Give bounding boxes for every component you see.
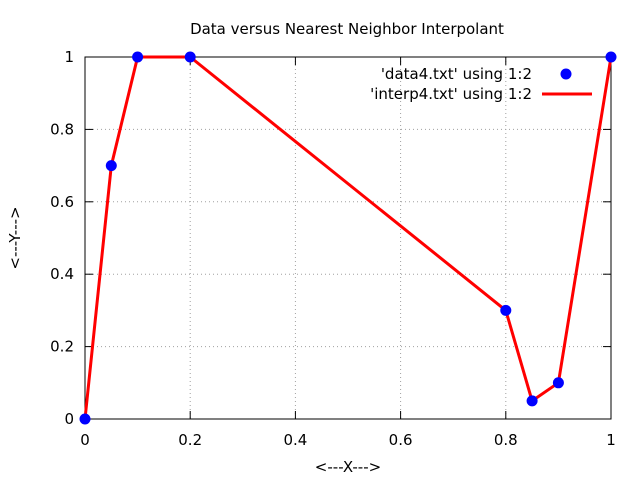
y-axis-label: <---Y--->	[6, 206, 24, 269]
y-tick-label: 1	[64, 48, 74, 66]
x-tick-label: 0	[80, 431, 90, 449]
data-point	[526, 395, 538, 407]
x-tick-label: 0.6	[389, 431, 413, 449]
y-tick-label: 0.4	[50, 265, 74, 283]
data-point	[500, 304, 512, 316]
x-tick-label: 0.4	[283, 431, 307, 449]
interp-line-segment	[109, 55, 140, 168]
legend-swatch-point	[560, 68, 572, 80]
axis-ticks: 0 0.2 0.4 0.6 0.8 1 0 0.2 0.4 0.6 0.8 1	[50, 48, 616, 449]
y-tick-label: 0.2	[50, 338, 74, 356]
data-point	[105, 160, 117, 172]
y-tick-label: 0	[64, 410, 74, 428]
chart-title: Data versus Nearest Neighbor Interpolant	[190, 20, 504, 38]
x-tick-label: 0.2	[178, 431, 202, 449]
legend: 'data4.txt' using 1:2 'interp4.txt' using…	[370, 65, 592, 103]
legend-label: 'interp4.txt' using 1:2	[370, 85, 532, 103]
data-point	[132, 51, 144, 63]
data-point	[605, 51, 617, 63]
interp-line-segment	[556, 55, 613, 385]
x-tick-label: 0.8	[494, 431, 518, 449]
x-axis-label: <---X--->	[315, 458, 381, 476]
y-tick-label: 0.6	[50, 193, 74, 211]
interp-line-segment	[188, 55, 508, 312]
legend-label: 'data4.txt' using 1:2	[381, 65, 532, 83]
interp-line-segment	[83, 164, 113, 421]
plot-frame	[84, 56, 612, 420]
x-tick-label: 1	[606, 431, 616, 449]
grid	[85, 57, 611, 419]
series	[79, 51, 617, 425]
data-point	[184, 51, 196, 63]
data-point	[79, 413, 91, 425]
interp-line-segment	[504, 308, 534, 403]
data-point	[552, 377, 564, 389]
y-tick-label: 0.8	[50, 120, 74, 138]
